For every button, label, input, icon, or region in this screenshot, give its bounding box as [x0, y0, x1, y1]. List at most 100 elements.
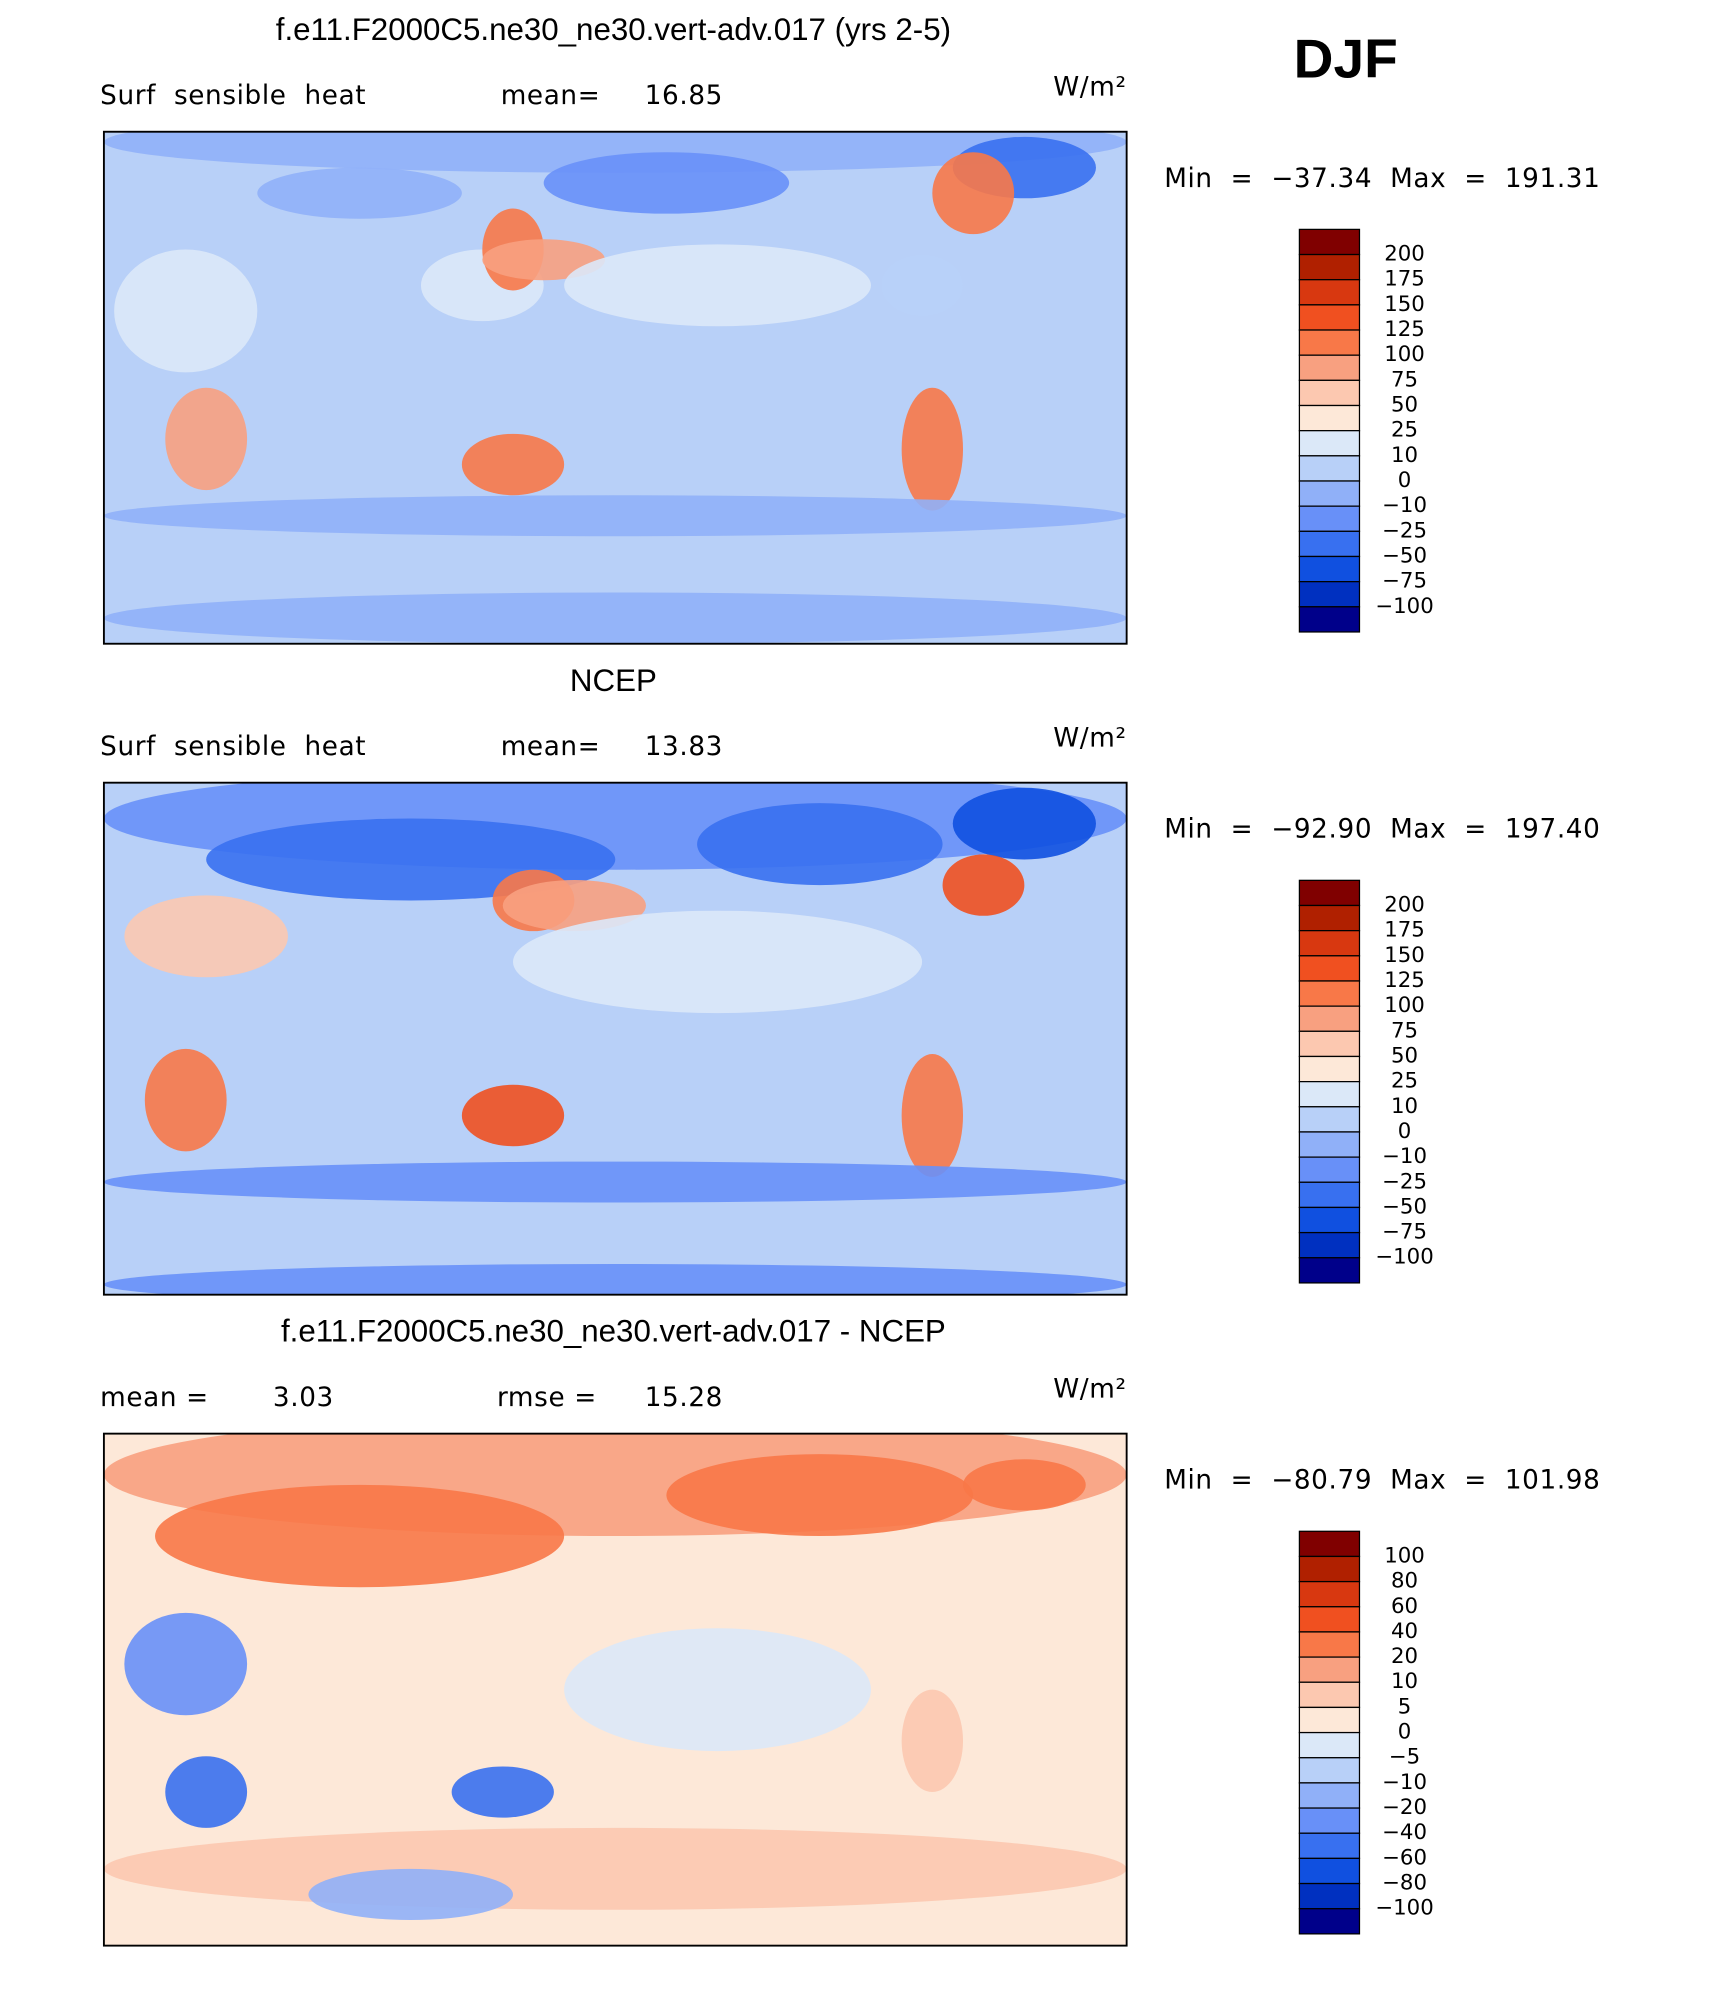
colorbar-label: 10 — [1391, 1669, 1418, 1694]
mid-value: 15.28 — [645, 1383, 723, 1413]
map-field — [932, 152, 1015, 235]
colorbar-label: −10 — [1382, 493, 1427, 518]
colorbar-label: −50 — [1382, 543, 1427, 568]
colorbar-box — [1298, 1606, 1361, 1633]
left-label: Surf sensible heat — [100, 732, 366, 762]
colorbar-box — [1298, 1080, 1361, 1108]
colorbar-label: 5 — [1398, 1694, 1412, 1719]
colorbar-label: 40 — [1391, 1619, 1418, 1644]
colorbar-box — [1298, 904, 1361, 932]
colorbar-box — [1298, 879, 1361, 907]
colorbar-label: −25 — [1382, 518, 1427, 543]
left-label: mean = — [100, 1383, 209, 1413]
map-field — [666, 1454, 974, 1537]
colorbar-box — [1298, 1857, 1361, 1885]
colorbar-box — [1298, 581, 1361, 608]
colorbar-label: −20 — [1382, 1795, 1427, 1820]
colorbar-box — [1298, 304, 1361, 331]
colorbar-label: 0 — [1398, 1720, 1412, 1745]
colorbar-box — [1298, 379, 1361, 407]
colorbar-label: 50 — [1391, 393, 1418, 418]
map-field — [104, 1161, 1127, 1203]
map-field — [901, 387, 964, 511]
map-field — [942, 854, 1025, 916]
map-field — [697, 803, 943, 886]
colorbar-label: −25 — [1382, 1169, 1427, 1194]
colorbar-label: 100 — [1384, 993, 1425, 1018]
map-frame — [102, 781, 1128, 1296]
map-field — [963, 1459, 1086, 1511]
colorbar-box — [1298, 1832, 1361, 1860]
colorbar-box — [1298, 404, 1361, 432]
colorbar-box — [1298, 1908, 1361, 1935]
map-field — [104, 592, 1127, 644]
map-field — [564, 244, 871, 327]
map — [103, 782, 1127, 1295]
colorbar-label: −5 — [1389, 1745, 1420, 1770]
colorbar-label: −10 — [1382, 1144, 1427, 1169]
colorbar-label: 60 — [1391, 1594, 1418, 1619]
map-field — [165, 387, 248, 491]
colorbar-box — [1298, 480, 1361, 507]
colorbar-box — [1298, 1131, 1361, 1158]
colorbar-box — [1298, 1005, 1361, 1032]
colorbar-label: −80 — [1382, 1871, 1427, 1896]
colorbar-box — [1298, 1055, 1361, 1083]
panel-title: f.e11.F2000C5.ne30_ne30.vert-adv.017 - N… — [281, 1314, 946, 1349]
colorbar-box — [1298, 1030, 1361, 1058]
map-field — [124, 1612, 248, 1716]
map-field — [451, 1766, 554, 1818]
colorbar-box — [1298, 1656, 1361, 1683]
map-field — [482, 239, 606, 281]
colorbar-box — [1298, 1882, 1361, 1910]
colorbar-label: 20 — [1391, 1644, 1418, 1669]
map-field — [155, 1484, 565, 1588]
colorbar-box — [1298, 1782, 1361, 1809]
colorbar-box — [1298, 1807, 1361, 1834]
colorbar-box — [1298, 1706, 1361, 1734]
map-field — [104, 495, 1127, 537]
colorbar-box — [1298, 1231, 1361, 1259]
colorbar-box — [1298, 555, 1361, 583]
colorbar-box — [1298, 1757, 1361, 1784]
map-field — [543, 152, 790, 214]
map-field — [165, 1756, 248, 1828]
map-field — [513, 910, 923, 1014]
left-label: Surf sensible heat — [100, 81, 366, 111]
colorbar-label: 200 — [1384, 242, 1425, 267]
map — [103, 131, 1127, 644]
mid-label: rmse = — [497, 1383, 597, 1413]
map-field — [144, 1048, 227, 1152]
min-max: Min = −80.79 Max = 101.98 — [1164, 1466, 1600, 1496]
colorbar-box — [1298, 1681, 1361, 1709]
colorbar-label: 25 — [1391, 1069, 1418, 1094]
map-field — [461, 1084, 565, 1147]
mid-label: mean= — [501, 81, 601, 111]
mid-value: 16.85 — [645, 81, 723, 111]
colorbar-label: −60 — [1382, 1845, 1427, 1870]
min-max: Min = −92.90 Max = 197.40 — [1164, 815, 1600, 845]
colorbar-label: 150 — [1384, 292, 1425, 317]
colorbar-box — [1298, 329, 1361, 356]
colorbar-label: 0 — [1398, 468, 1412, 493]
colorbar-label: 100 — [1384, 342, 1425, 367]
panel-title: f.e11.F2000C5.ne30_ne30.vert-adv.017 (yr… — [276, 12, 951, 47]
colorbar-box — [1298, 455, 1361, 482]
colorbar-box — [1298, 955, 1361, 982]
colorbar-label: 125 — [1384, 317, 1425, 342]
map-field — [881, 254, 964, 317]
colorbar-box — [1298, 253, 1361, 281]
map-field — [114, 249, 258, 373]
colorbar-label: −75 — [1382, 1220, 1427, 1245]
colorbar-box — [1298, 1106, 1361, 1133]
colorbar-label: 75 — [1391, 1018, 1418, 1043]
colorbar-label: 125 — [1384, 968, 1425, 993]
mid-label: mean= — [501, 732, 601, 762]
left-value: 3.03 — [273, 1383, 334, 1413]
min-max: Min = −37.34 Max = 191.31 — [1164, 164, 1600, 194]
colorbar-label: 75 — [1391, 367, 1418, 392]
colorbar-box — [1298, 1580, 1361, 1608]
colorbar-box — [1298, 1156, 1361, 1183]
colorbar-label: −100 — [1375, 1245, 1433, 1270]
